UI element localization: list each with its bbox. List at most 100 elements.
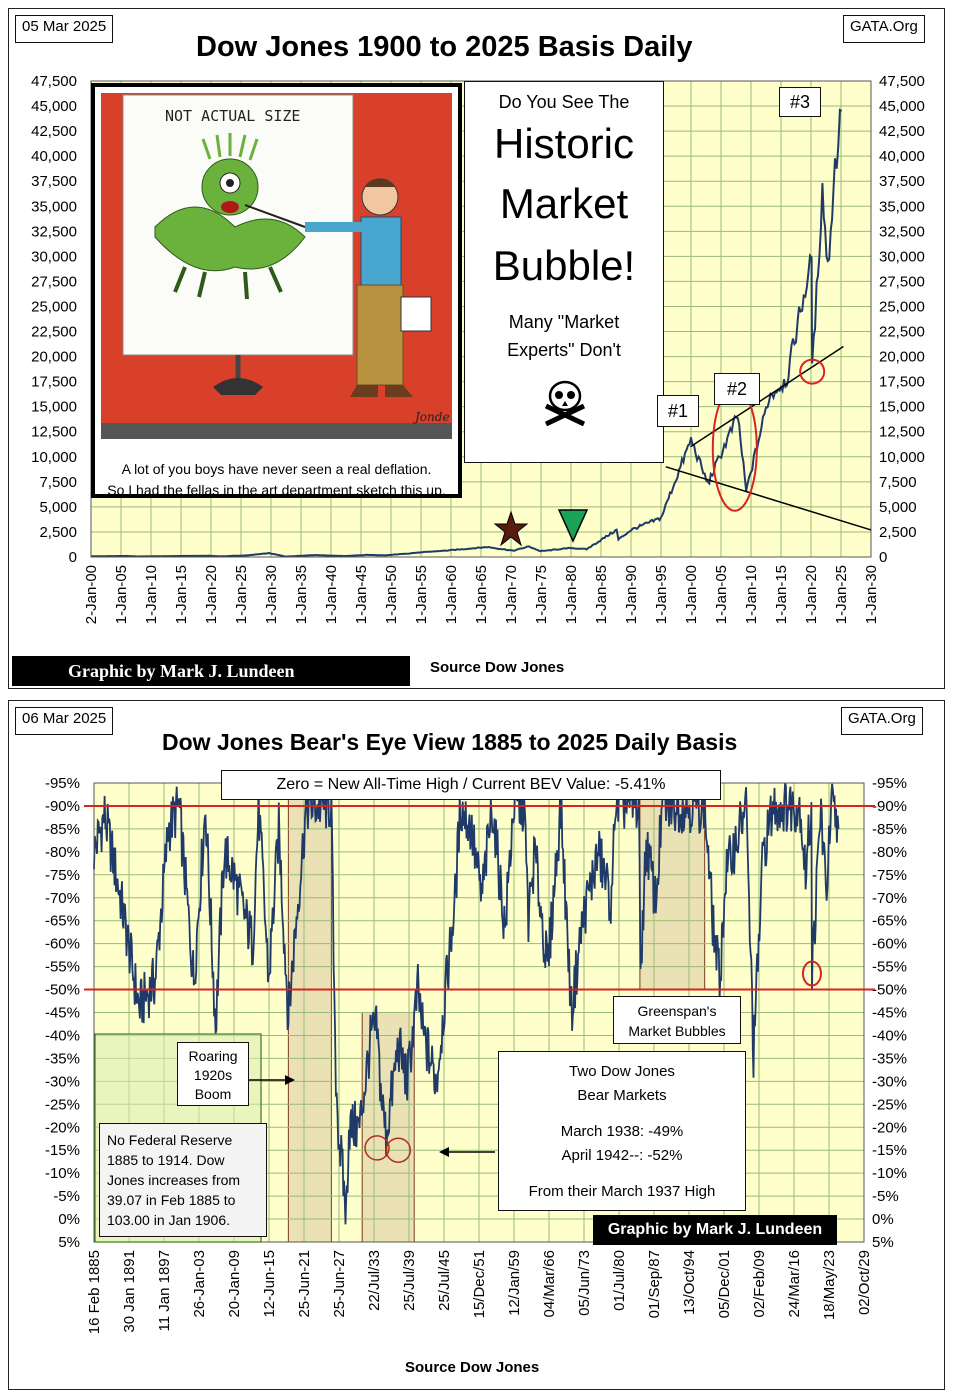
bottom-xtick: 24/Mar/16 xyxy=(786,1250,803,1318)
no-fed-line-4: 39.07 in Feb 1885 to xyxy=(107,1192,236,1208)
bottom-ytick-right: -35% xyxy=(872,1050,907,1067)
bubble-line-1: Do You See The xyxy=(498,92,630,112)
bottom-ytick-left: -25% xyxy=(45,1096,80,1113)
bottom-xtick: 18/May/23 xyxy=(821,1250,838,1320)
no-fed-line-5: 103.00 in Jan 1906. xyxy=(107,1212,230,1228)
bottom-circle-1938 xyxy=(364,1135,390,1161)
bottom-chart-panel: 5% 5% 0% 0% -5% -5% -10% -10% -15% -15% -20% -20% -2… xyxy=(8,700,945,1390)
top-xtick: 1-Jan-30 xyxy=(263,565,280,624)
bottom-ytick-right: -30% xyxy=(872,1073,907,1090)
bubble-text-box: Do You See The Historic Market Bubble! M… xyxy=(464,81,664,463)
bottom-xtick: 02/Feb/09 xyxy=(751,1250,768,1318)
top-ytick-left: 15,000 xyxy=(31,399,77,416)
bottom-ytick-left: 5% xyxy=(58,1234,80,1251)
bottom-credit: Graphic by Mark J. Lundeen xyxy=(607,1221,823,1238)
bubble-line-4: Bubble! xyxy=(492,242,636,289)
cartoon-illustration: NOT ACTUAL SIZE Jonde xyxy=(101,93,452,439)
cartoon-caption-line-1: A lot of you boys have never seen a real… xyxy=(121,461,432,477)
top-ytick-right: 37,500 xyxy=(879,173,925,190)
bottom-ytick-left: -5% xyxy=(53,1188,80,1205)
bottom-circle-1942 xyxy=(385,1137,412,1163)
top-ytick-left: 0 xyxy=(69,549,77,566)
bottom-ytick-right: -65% xyxy=(872,913,907,930)
top-ytick-left: 45,000 xyxy=(31,98,77,115)
roaring-box: Roaring 1920s Boom xyxy=(177,1042,249,1106)
top-xtick: 1-Jan-30 xyxy=(863,565,880,624)
top-xtick: 1-Jan-00 xyxy=(683,565,700,624)
bottom-ytick-right: -95% xyxy=(872,775,907,792)
bottom-date-box: 06 Mar 2025 xyxy=(15,707,114,735)
bottom-ytick-right: 0% xyxy=(872,1211,894,1228)
bottom-ytick-left: -60% xyxy=(45,936,80,953)
bottom-xtick: 04/Mar/66 xyxy=(541,1250,558,1318)
top-series-line xyxy=(91,108,843,558)
bottom-ytick-right: -60% xyxy=(872,936,907,953)
bottom-ytick-left: -65% xyxy=(45,913,80,930)
marker-1: #1 xyxy=(657,395,699,427)
top-ytick-right: 5,000 xyxy=(879,499,917,516)
bottom-ytick-left: -75% xyxy=(45,867,80,884)
roaring-arrowhead xyxy=(285,1075,295,1085)
top-ytick-left: 17,500 xyxy=(31,374,77,391)
skull-crossbones-icon xyxy=(544,380,586,426)
bottom-ytick-right: -5% xyxy=(872,1188,899,1205)
two-bear-line-2: Bear Markets xyxy=(577,1087,667,1104)
top-date-box: 05 Mar 2025 xyxy=(15,15,114,43)
top-xtick: 1-Jan-05 xyxy=(713,565,730,624)
top-ytick-right: 42,500 xyxy=(879,123,925,140)
top-xtick: 1-Jan-10 xyxy=(743,565,760,624)
top-ytick-right: 7,500 xyxy=(879,474,917,491)
bottom-ytick-right: -45% xyxy=(872,1005,907,1022)
no-fed-line-1: No Federal Reserve xyxy=(107,1132,233,1148)
two-bear-line-1: Two Dow Jones xyxy=(569,1063,675,1080)
top-xtick: 1-Jan-40 xyxy=(323,565,340,624)
no-fed-line-3: Jones increases from xyxy=(107,1172,241,1188)
top-xtick: 1-Jan-50 xyxy=(383,565,400,624)
bev-subtitle: Zero = New All-Time High / Current BEV V… xyxy=(276,776,666,793)
bottom-ytick-right: -75% xyxy=(872,867,907,884)
bottom-xtick: 20-Jan-09 xyxy=(226,1250,243,1318)
roaring-line-2: 1920s xyxy=(193,1067,233,1083)
top-credit: Graphic by Mark J. Lundeen xyxy=(68,661,295,681)
no-fed-box: No Federal Reserve 1885 to 1914. Dow Jon… xyxy=(99,1123,267,1237)
top-ytick-right: 0 xyxy=(879,549,887,566)
triangle-down-icon xyxy=(557,509,589,543)
top-xtick: 1-Jan-85 xyxy=(593,565,610,624)
bottom-xtick: 01/Jul/80 xyxy=(611,1250,628,1311)
cartoon-caption-line-2: So I had the fellas in the art departmen… xyxy=(107,482,446,498)
bottom-ytick-left: -70% xyxy=(45,890,80,907)
top-ytick-right: 35,000 xyxy=(879,198,925,215)
top-xtick: 2-Jan-00 xyxy=(83,565,100,624)
bottom-xtick: 13/Oct/94 xyxy=(681,1250,698,1315)
top-xtick: 1-Jan-25 xyxy=(233,565,250,624)
bottom-ytick-left: -40% xyxy=(45,1027,80,1044)
bottom-ytick-left: -55% xyxy=(45,959,80,976)
bottom-ytick-left: -20% xyxy=(45,1119,80,1136)
bottom-ytick-left: 0% xyxy=(58,1211,80,1228)
top-ytick-left: 30,000 xyxy=(31,248,77,265)
top-chart-panel: 0 0 2,500 2,500 5,000 5,000 7,500 7,500 10,000 10… xyxy=(8,8,945,689)
bottom-xtick: 26-Jan-03 xyxy=(191,1250,208,1318)
top-ytick-right: 22,500 xyxy=(879,324,925,341)
bottom-chart-svg: 5% 5% 0% 0% -5% -5% -10% -10% -15% -15% -20% -20% -2… xyxy=(45,775,907,1334)
top-ytick-left: 12,500 xyxy=(31,424,77,441)
top-ytick-left: 10,000 xyxy=(31,449,77,466)
bottom-ytick-left: -35% xyxy=(45,1050,80,1067)
top-xtick: 1-Jan-80 xyxy=(563,565,580,624)
top-ytick-left: 5,000 xyxy=(39,499,77,516)
top-ytick-right: 12,500 xyxy=(879,424,925,441)
bottom-xtick: 25/Jul/45 xyxy=(436,1250,453,1311)
bottom-ytick-right: -25% xyxy=(872,1096,907,1113)
top-date: 05 Mar 2025 xyxy=(22,18,107,35)
top-ytick-left: 40,000 xyxy=(31,148,77,165)
top-xtick: 1-Jan-20 xyxy=(803,565,820,624)
star-icon xyxy=(493,510,529,547)
bottom-ytick-left: -10% xyxy=(45,1165,80,1182)
cartoon-sign-text: NOT ACTUAL SIZE xyxy=(165,107,300,125)
bottom-ytick-left: -30% xyxy=(45,1073,80,1090)
top-ytick-left: 2,500 xyxy=(39,524,77,541)
top-trendline-0 xyxy=(689,345,844,448)
bottom-ytick-left: -50% xyxy=(45,982,80,999)
top-xtick: 1-Jan-90 xyxy=(623,565,640,624)
top-source-box: GATA.Org xyxy=(843,15,925,43)
